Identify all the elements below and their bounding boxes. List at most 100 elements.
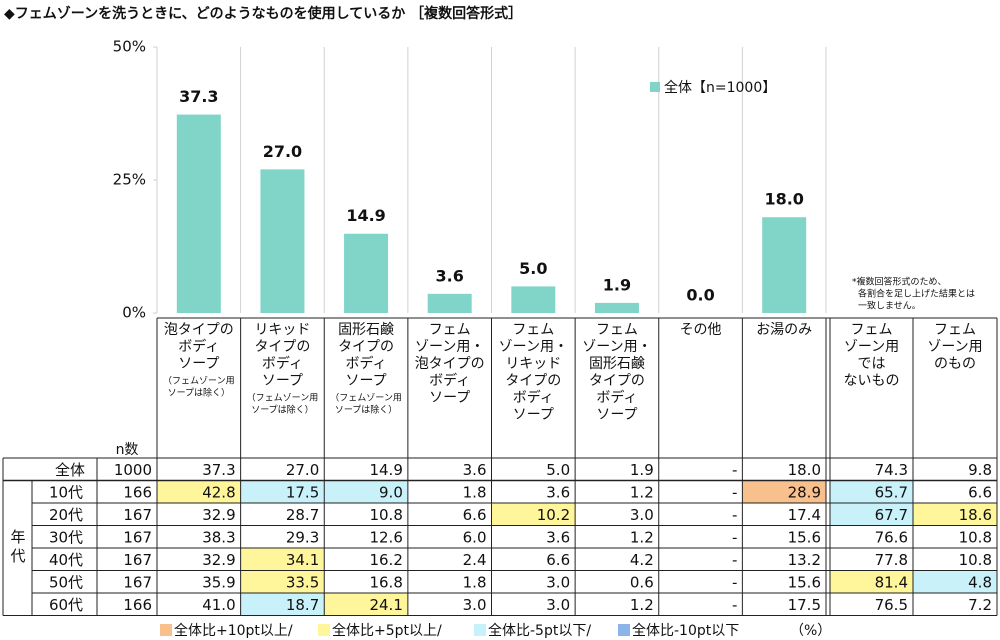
cell: 67.7 [875, 506, 908, 524]
cell: - [732, 528, 737, 546]
cell: 1.9 [630, 461, 654, 479]
category-note: ソープは除く） [168, 387, 230, 399]
cell-highlight [830, 503, 913, 526]
column-label: ゾーン用 [927, 339, 982, 355]
bar [511, 286, 556, 313]
category-note: （フェムゾーン用 [247, 393, 319, 404]
legend-swatch [650, 82, 660, 92]
cell-highlight [830, 570, 913, 593]
unit-label: （%） [790, 623, 831, 639]
category-label: ボディ [429, 372, 470, 389]
category-label: ボディ [178, 338, 219, 355]
row-label: 50代 [49, 573, 83, 591]
cell: 1.2 [630, 528, 654, 546]
cell: 42.8 [202, 483, 235, 501]
value-label: 14.9 [346, 206, 385, 225]
column-label: フェム [851, 322, 893, 338]
category-label: ソープ [262, 373, 303, 389]
cell: - [732, 596, 737, 614]
cell: 10.8 [959, 528, 992, 546]
bar [344, 233, 389, 313]
bar [427, 293, 472, 313]
cell: 18.0 [788, 461, 821, 479]
cell: 37.3 [202, 461, 235, 479]
category-label: フェム [429, 322, 471, 338]
category-label: ボディ [262, 355, 303, 372]
cell: 9.0 [379, 483, 403, 501]
chart-title: ◆フェムゾーンを洗うときに、どのようなものを使用しているか ［複数回答形式］ [4, 5, 522, 22]
cell: 3.6 [463, 461, 487, 479]
category-label: ソープ [596, 407, 637, 423]
cell: 3.6 [546, 528, 570, 546]
cell: 2.4 [463, 551, 487, 569]
category-label: ソープ [429, 390, 470, 406]
n-label: n数 [116, 442, 139, 458]
legend-swatch [474, 624, 486, 636]
column-label: のもの [934, 356, 976, 372]
cell: - [732, 551, 737, 569]
cell: 12.6 [369, 528, 402, 546]
cell: 0.6 [630, 573, 654, 591]
legend-swatch [160, 624, 172, 636]
cell: 10.8 [959, 551, 992, 569]
value-label: 3.6 [436, 266, 464, 285]
cell: 3.6 [546, 483, 570, 501]
row-n: 167 [123, 573, 152, 591]
cell: 74.3 [875, 461, 908, 479]
row-n: 167 [123, 528, 152, 546]
legend-swatch [318, 624, 330, 636]
cell: 17.4 [788, 506, 821, 524]
cell: 28.7 [286, 506, 319, 524]
column-label: ゾーン用 [844, 339, 899, 355]
cell: 13.2 [788, 551, 821, 569]
category-label: フェム [512, 322, 554, 338]
cell: 28.9 [788, 483, 821, 501]
cell: 41.0 [202, 596, 235, 614]
cell-highlight [157, 480, 241, 503]
column-label: フェム [934, 322, 976, 338]
cell: 32.9 [202, 506, 235, 524]
bar [594, 302, 639, 313]
bar [260, 169, 305, 313]
row-n: 166 [123, 596, 152, 614]
legend-label: 全体比+10pt以上/ [174, 622, 293, 639]
value-label: 5.0 [519, 259, 547, 278]
cell: 18.7 [286, 596, 319, 614]
y-tick-label: 25% [113, 171, 146, 189]
row-n: 167 [123, 551, 152, 569]
cell: 24.1 [369, 596, 402, 614]
row-n: 167 [123, 506, 152, 524]
value-label: 37.3 [179, 87, 218, 106]
cell: 4.8 [968, 573, 992, 591]
cell-highlight [240, 593, 325, 616]
cell: 16.2 [369, 551, 402, 569]
value-label: 27.0 [263, 142, 302, 161]
cell: 76.6 [875, 528, 908, 546]
cell: 17.5 [286, 483, 319, 501]
row-label: 10代 [49, 483, 83, 501]
cell: - [732, 506, 737, 524]
cell: 3.0 [630, 506, 654, 524]
cell: 3.0 [546, 596, 570, 614]
category-label: ソープ [513, 407, 554, 423]
category-note: ソープは除く） [335, 404, 397, 416]
cell: 18.6 [959, 506, 992, 524]
cell: 1.8 [463, 573, 487, 591]
cell: 7.2 [968, 596, 992, 614]
cell: 1.2 [630, 483, 654, 501]
category-label: タイプの [338, 339, 394, 355]
cell-highlight [240, 548, 325, 571]
category-label: タイプの [254, 339, 310, 355]
cell: 33.5 [286, 573, 319, 591]
cell: 16.8 [369, 573, 402, 591]
cell: 3.0 [546, 573, 570, 591]
cell-highlight [324, 593, 408, 616]
category-label: ボディ [596, 389, 637, 406]
category-label: リキッド [505, 356, 561, 372]
category-label: ゾーン用・ [499, 339, 568, 355]
legend-swatch [618, 624, 630, 636]
row-label: 60代 [49, 596, 83, 614]
category-label: ゾーン用・ [415, 339, 484, 355]
cell: 81.4 [875, 573, 908, 591]
legend-label: 全体比-5pt以下/ [488, 622, 591, 639]
